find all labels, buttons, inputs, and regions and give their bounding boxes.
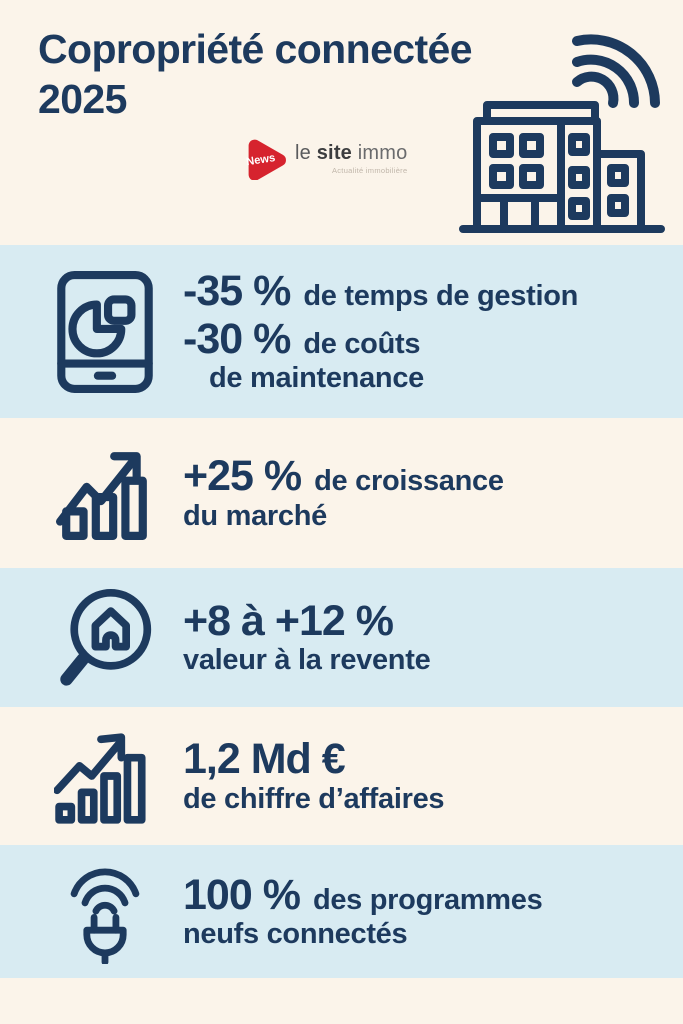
page-title: Copropriété connectée 2025 xyxy=(38,24,473,124)
stat-text-chiffre-affaires: 1,2 Md € de chiffre d’affaires xyxy=(183,735,445,816)
growth-chart-arrow-icon xyxy=(56,452,147,540)
stat-text-croissance: +25 % de croissance du marché xyxy=(183,453,504,532)
news-logo-text: le site immo Actualité immobilière xyxy=(295,142,407,175)
stat-line: -30 % de coûts xyxy=(183,314,578,363)
stat-value: +8 à +12 % xyxy=(183,596,394,645)
news-logo: News le site immo Actualité immobilière xyxy=(241,137,407,180)
stat-label: valeur à la revente xyxy=(183,644,431,677)
logo-word-site: site xyxy=(316,142,352,164)
stat-line: -35 % de temps de gestion xyxy=(183,267,579,316)
stat-label: du marché xyxy=(183,499,327,532)
stat-icon-box xyxy=(46,585,164,691)
bar-chart-growth-icon xyxy=(54,733,146,824)
stat-text-gestion: -35 % de temps de gestion -30 % de coûts… xyxy=(183,267,579,395)
stat-band-croissance: +25 % de croissance du marché xyxy=(0,418,683,568)
stat-label: de croissance xyxy=(314,465,504,498)
stat-label: des programmes xyxy=(312,883,543,916)
stat-line: +8 à +12 % xyxy=(183,596,430,645)
stat-icon-box xyxy=(46,860,164,964)
news-logo-badge-icon: News xyxy=(245,139,286,180)
news-logo-name: le site immo xyxy=(295,142,407,165)
magnifier-house-icon xyxy=(60,588,152,686)
stat-line: de maintenance xyxy=(209,361,578,395)
stat-value: -35 % xyxy=(183,267,291,316)
stat-line: 1,2 Md € xyxy=(183,735,444,784)
stat-line: +25 % de croissance xyxy=(183,452,504,501)
stat-line: neufs connectés xyxy=(183,918,542,951)
tablet-pie-chart-icon xyxy=(57,270,153,393)
logo-word-le: le xyxy=(295,142,311,164)
wifi-signal-icon xyxy=(572,34,660,108)
stat-band-chiffre-affaires: 1,2 Md € de chiffre d’affaires xyxy=(0,707,683,845)
stat-value: 100 % xyxy=(183,870,301,919)
stat-text-revente: +8 à +12 % valeur à la revente xyxy=(183,596,431,677)
stat-text-programmes: 100 % des programmes neufs connectés xyxy=(183,870,543,951)
stat-icon-box xyxy=(46,727,164,825)
news-logo-tagline: Actualité immobilière xyxy=(331,166,408,175)
stat-value: +25 % xyxy=(183,452,302,501)
stat-label: neufs connectés xyxy=(183,918,408,951)
news-logo-badge-label: News xyxy=(245,152,276,168)
title-line-2: 2025 xyxy=(38,76,127,123)
stat-line: 100 % des programmes xyxy=(183,870,543,919)
stat-label: de coûts xyxy=(303,327,421,360)
title-line-1: Copropriété connectée xyxy=(38,26,473,72)
stat-label: de chiffre d’affaires xyxy=(183,782,445,815)
stat-line: valeur à la revente xyxy=(183,644,431,677)
wifi-plug-icon xyxy=(70,868,140,964)
stat-band-gestion: -35 % de temps de gestion -30 % de coûts… xyxy=(0,245,683,418)
stat-band-revente: +8 à +12 % valeur à la revente xyxy=(0,568,683,707)
header: Copropriété connectée 2025 News le site … xyxy=(0,0,683,245)
stat-icon-box xyxy=(46,446,164,540)
stat-value: 1,2 Md € xyxy=(183,735,346,784)
stat-line: de chiffre d’affaires xyxy=(183,782,445,816)
stat-line: du marché xyxy=(183,499,504,533)
stat-band-programmes: 100 % des programmes neufs connectés xyxy=(0,845,683,978)
stat-label: de maintenance xyxy=(209,361,424,394)
building-icon xyxy=(459,101,665,233)
stat-label: de temps de gestion xyxy=(303,280,579,313)
stat-icon-box xyxy=(46,270,164,394)
logo-word-immo: immo xyxy=(357,142,408,164)
stat-value: -30 % xyxy=(183,314,291,363)
